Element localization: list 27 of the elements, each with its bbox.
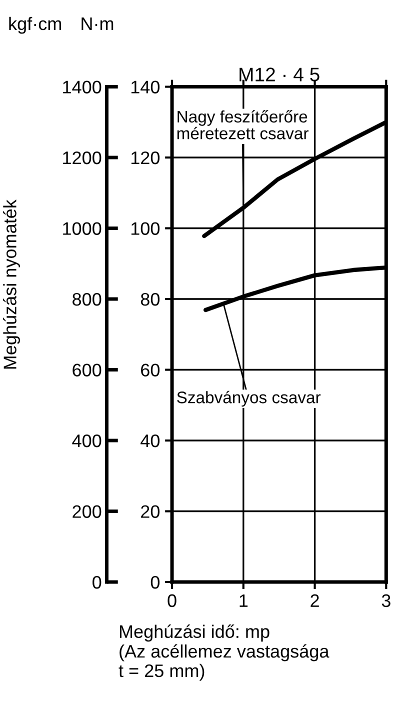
y-tick-label: 0 xyxy=(92,576,102,589)
y2-tick-label: 20 xyxy=(141,505,160,518)
annotation: Szabványos csavar xyxy=(177,390,321,407)
y2-tick-label: 140 xyxy=(131,80,160,94)
y-tick-label: 400 xyxy=(72,434,102,448)
x-tick-label: 1 xyxy=(240,594,248,607)
y-tick-label: 600 xyxy=(72,364,102,376)
y2-tick-label: 100 xyxy=(131,222,160,235)
x-tick-label: 2 xyxy=(310,594,319,607)
y-axis-title: Meghúzási nyomaték xyxy=(2,200,20,369)
text: N·m xyxy=(82,18,114,30)
x-tick-label: 0 xyxy=(168,594,176,608)
y2-tick-label: 60 xyxy=(141,364,160,376)
y-tick-label: 800 xyxy=(72,292,102,306)
y2-tick-label: 80 xyxy=(140,292,160,306)
y-tick-label: 200 xyxy=(72,505,102,518)
chart-title: M12 · 4 5 xyxy=(240,68,320,82)
y2-tick-label: 120 xyxy=(131,151,160,164)
y-tick-label: 1000 xyxy=(63,222,102,235)
y2-tick-label: 40 xyxy=(140,434,160,448)
y2-tick-label: 0 xyxy=(150,576,160,589)
y-tick-label: 1400 xyxy=(63,80,102,94)
x-tick-label: 3 xyxy=(382,594,390,608)
text: kgf·cm xyxy=(9,16,61,34)
y-tick-label: 1200 xyxy=(63,151,102,164)
annotation: Nagy feszítőerőre méretezett csavar xyxy=(177,110,308,140)
x-axis-title: Meghúzási idő: mp (Az acéllemez vastagsága t = 25 mm) xyxy=(118,624,330,681)
